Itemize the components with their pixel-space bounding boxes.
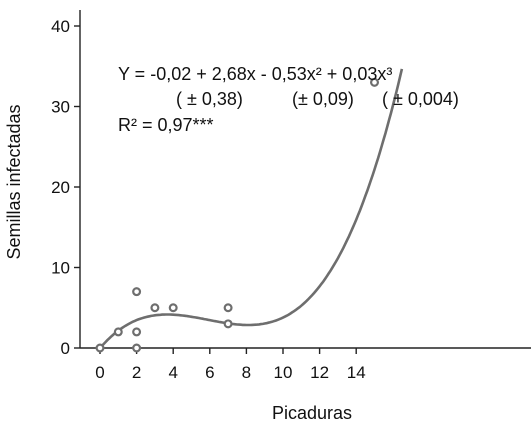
- y-tick-label: 20: [51, 178, 70, 197]
- data-point: [113, 327, 123, 337]
- x-tick-label: 14: [347, 363, 366, 382]
- x-tick-label: 8: [242, 363, 251, 382]
- y-tick-label: 40: [51, 17, 70, 36]
- fit-error-1: ( ± 0,38): [176, 89, 243, 109]
- data-point: [223, 319, 233, 329]
- fit-curve: [98, 68, 404, 350]
- data-point: [132, 343, 142, 353]
- x-tick-label: 12: [310, 363, 329, 382]
- x-tick-label: 6: [205, 363, 214, 382]
- data-point: [95, 343, 105, 353]
- fit-error-3: ( ± 0,004): [382, 89, 459, 109]
- y-axis-label: Semillas infectadas: [4, 104, 24, 259]
- x-tick-label: 2: [132, 363, 141, 382]
- x-tick-label: 4: [168, 363, 177, 382]
- x-tick-label: 0: [95, 363, 104, 382]
- data-point: [168, 303, 178, 313]
- fit-error-2: (± 0,09): [292, 89, 354, 109]
- x-tick-label: 10: [274, 363, 293, 382]
- x-axis-label: Picaduras: [272, 403, 352, 423]
- fit-annotation: Y = -0,02 + 2,68x - 0,53x² + 0,03x³ ( ± …: [118, 64, 459, 135]
- plot-axes: [79, 10, 531, 349]
- data-point: [150, 303, 160, 313]
- y-tick-label: 0: [61, 339, 70, 358]
- r-squared: R² = 0,97***: [118, 115, 214, 135]
- data-point: [132, 327, 142, 337]
- data-point: [223, 303, 233, 313]
- data-point: [370, 77, 380, 87]
- x-axis-ticks: 0 2 4 6 8 10 12 14: [95, 348, 366, 382]
- y-tick-label: 30: [51, 98, 70, 117]
- fit-equation: Y = -0,02 + 2,68x - 0,53x² + 0,03x³: [118, 64, 392, 84]
- data-point: [132, 287, 142, 297]
- data-points: [95, 77, 380, 353]
- y-axis-ticks: 0 10 20 30 40: [51, 17, 80, 358]
- y-tick-label: 10: [51, 259, 70, 278]
